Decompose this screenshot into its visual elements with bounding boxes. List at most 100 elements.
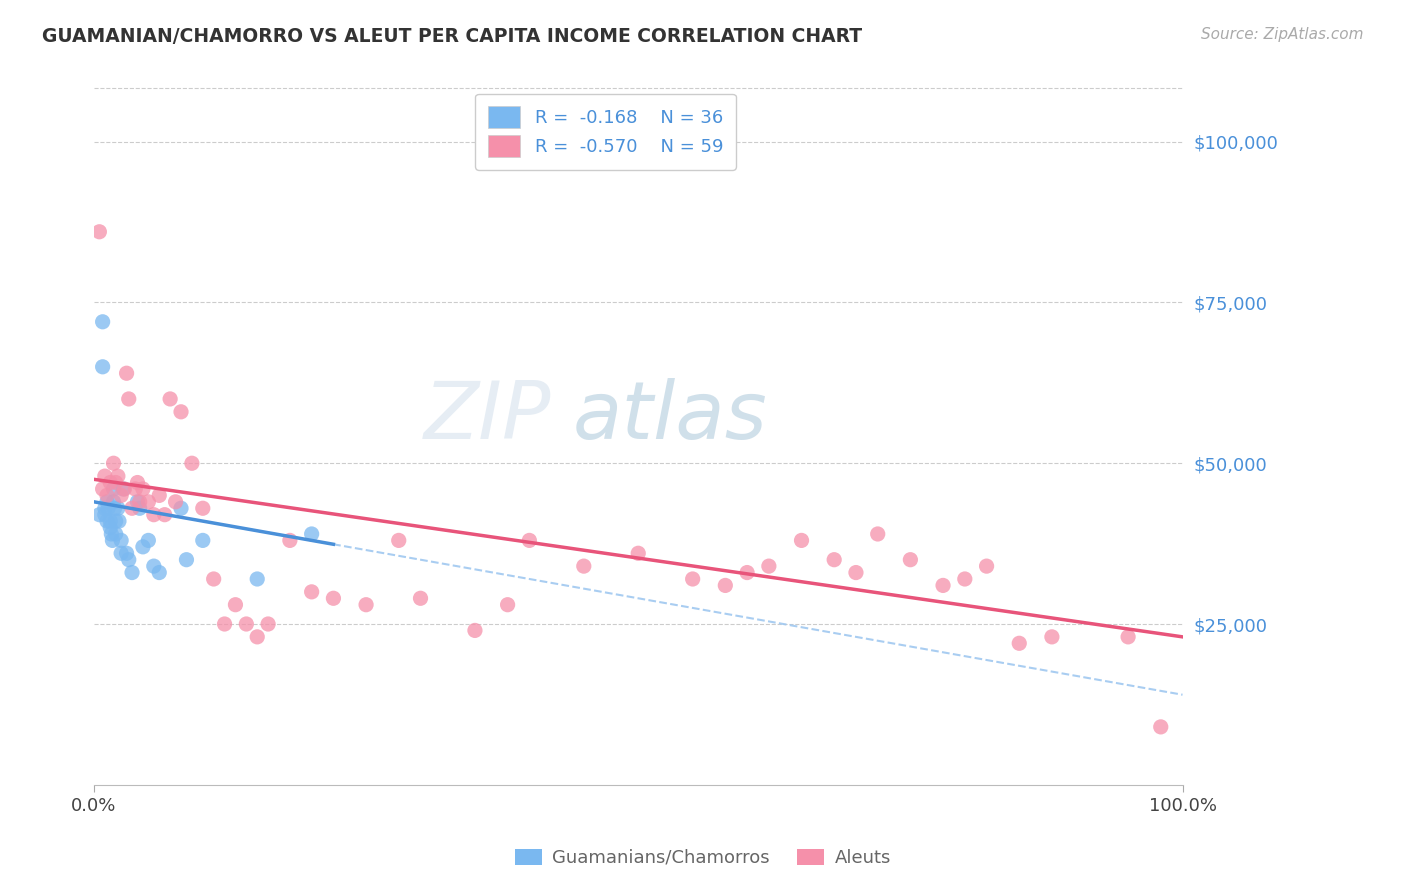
Point xyxy=(1116,630,1139,644)
Point xyxy=(176,552,198,566)
Point xyxy=(94,508,117,522)
Point xyxy=(627,546,650,560)
Point xyxy=(409,591,432,606)
Point xyxy=(107,469,129,483)
Point xyxy=(98,520,121,534)
Point xyxy=(101,533,124,548)
Point xyxy=(866,527,889,541)
Point xyxy=(138,533,160,548)
Point xyxy=(127,475,149,490)
Point xyxy=(301,585,323,599)
Point xyxy=(1008,636,1031,650)
Text: atlas: atlas xyxy=(572,378,768,456)
Text: GUAMANIAN/CHAMORRO VS ALEUT PER CAPITA INCOME CORRELATION CHART: GUAMANIAN/CHAMORRO VS ALEUT PER CAPITA I… xyxy=(42,27,862,45)
Legend: Guamanians/Chamorros, Aleuts: Guamanians/Chamorros, Aleuts xyxy=(508,841,898,874)
Point xyxy=(496,598,519,612)
Point xyxy=(104,527,127,541)
Point xyxy=(110,533,132,548)
Point xyxy=(108,514,131,528)
Point xyxy=(115,546,138,560)
Point xyxy=(97,501,120,516)
Point xyxy=(464,624,486,638)
Point xyxy=(191,533,214,548)
Point xyxy=(682,572,704,586)
Point xyxy=(103,456,125,470)
Point xyxy=(94,501,117,516)
Point xyxy=(322,591,344,606)
Point xyxy=(790,533,813,548)
Point xyxy=(388,533,411,548)
Point xyxy=(110,546,132,560)
Point xyxy=(91,315,114,329)
Point xyxy=(127,495,149,509)
Point xyxy=(121,566,143,580)
Point xyxy=(214,617,236,632)
Point xyxy=(165,495,187,509)
Point xyxy=(124,482,146,496)
Point xyxy=(519,533,541,548)
Point xyxy=(235,617,257,632)
Point xyxy=(823,552,845,566)
Point xyxy=(1150,720,1173,734)
Point xyxy=(148,566,170,580)
Point xyxy=(96,488,118,502)
Point xyxy=(91,359,114,374)
Point xyxy=(246,630,269,644)
Point xyxy=(142,508,165,522)
Point xyxy=(132,540,155,554)
Point xyxy=(110,488,132,502)
Point xyxy=(932,578,955,592)
Point xyxy=(118,552,141,566)
Point xyxy=(257,617,280,632)
Point xyxy=(118,392,141,406)
Point xyxy=(96,514,118,528)
Point xyxy=(138,495,160,509)
Point xyxy=(112,482,135,496)
Point xyxy=(142,559,165,574)
Point xyxy=(224,598,246,612)
Point xyxy=(170,405,193,419)
Point xyxy=(246,572,269,586)
Point xyxy=(735,566,758,580)
Point xyxy=(104,501,127,516)
Point xyxy=(180,456,202,470)
Point xyxy=(898,552,921,566)
Point xyxy=(98,514,121,528)
Point xyxy=(714,578,737,592)
Point xyxy=(953,572,976,586)
Point xyxy=(98,475,121,490)
Point xyxy=(121,501,143,516)
Point xyxy=(159,392,181,406)
Point xyxy=(572,559,595,574)
Text: ZIP: ZIP xyxy=(423,378,551,456)
Point xyxy=(148,488,170,502)
Point xyxy=(96,495,118,509)
Point xyxy=(845,566,868,580)
Point xyxy=(170,501,193,516)
Point xyxy=(104,514,127,528)
Point xyxy=(278,533,301,548)
Point xyxy=(153,508,176,522)
Point xyxy=(94,469,117,483)
Point xyxy=(100,527,122,541)
Point xyxy=(301,527,323,541)
Point xyxy=(89,225,111,239)
Point xyxy=(758,559,780,574)
Point xyxy=(103,495,125,509)
Point xyxy=(107,501,129,516)
Point xyxy=(354,598,377,612)
Point xyxy=(191,501,214,516)
Point xyxy=(91,482,114,496)
Point xyxy=(976,559,998,574)
Legend: R =  -0.168    N = 36, R =  -0.570    N = 59: R = -0.168 N = 36, R = -0.570 N = 59 xyxy=(475,94,735,170)
Point xyxy=(112,482,135,496)
Text: Source: ZipAtlas.com: Source: ZipAtlas.com xyxy=(1201,27,1364,42)
Point xyxy=(115,366,138,380)
Point xyxy=(128,501,150,516)
Point xyxy=(202,572,225,586)
Point xyxy=(104,475,127,490)
Point xyxy=(128,495,150,509)
Point xyxy=(89,508,111,522)
Point xyxy=(1040,630,1063,644)
Point xyxy=(103,482,125,496)
